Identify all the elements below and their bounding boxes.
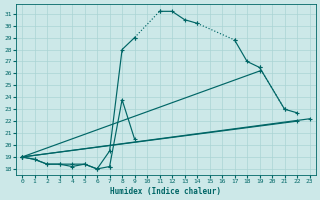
X-axis label: Humidex (Indice chaleur): Humidex (Indice chaleur) xyxy=(110,187,221,196)
